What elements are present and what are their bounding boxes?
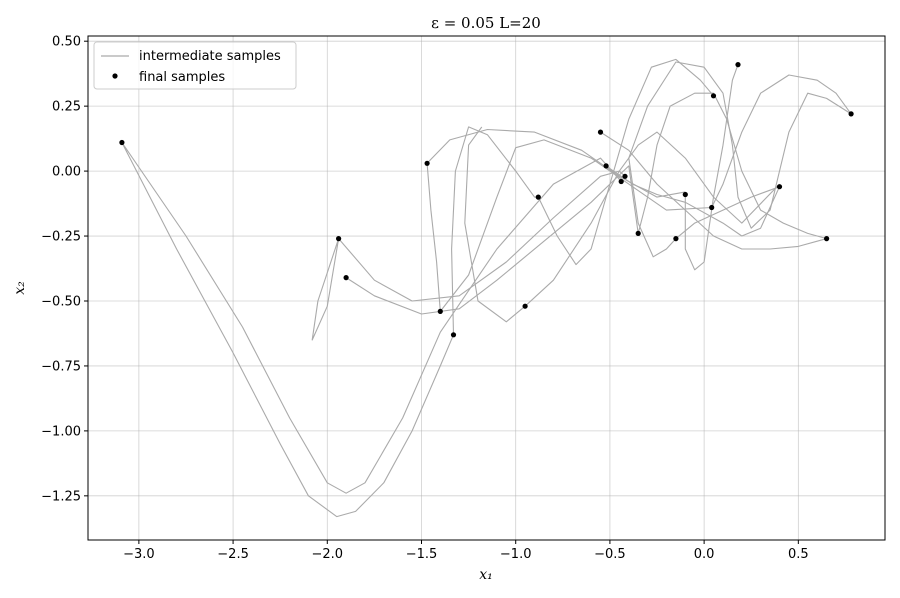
intermediate-sample-path — [684, 64, 739, 271]
intermediate-sample-path — [524, 131, 780, 307]
intermediate-sample-path — [451, 126, 539, 335]
intermediate-sample-path — [637, 92, 827, 240]
intermediate-sample-path — [464, 126, 526, 323]
final-sample-point — [673, 236, 679, 242]
x-axis-label: x₁ — [479, 567, 493, 583]
intermediate-sample-path — [426, 163, 441, 312]
y-tick-label: −1.25 — [41, 489, 81, 504]
final-sample-point — [735, 62, 741, 68]
intermediate-sample-path — [439, 139, 712, 312]
y-tick-label: 0.25 — [52, 100, 81, 115]
y-tick-label: −0.75 — [41, 359, 81, 374]
final-sample-point — [535, 194, 541, 200]
y-tick-label: −0.50 — [41, 294, 81, 309]
y-tick-label: 0.00 — [52, 165, 81, 180]
final-sample-point — [710, 93, 717, 99]
plot-frame — [87, 35, 886, 541]
final-sample-point — [709, 204, 715, 211]
final-sample-point — [622, 173, 628, 179]
intermediate-sample-path — [537, 58, 714, 266]
intermediate-sample-path — [121, 142, 455, 518]
legend-marker-swatch — [112, 73, 118, 79]
legend: intermediate samples final samples — [93, 41, 297, 90]
chart-title: ε = 0.05 L=20 — [431, 14, 541, 32]
intermediate-sample-path — [600, 131, 827, 250]
final-sample-point — [848, 111, 854, 117]
final-sample-point — [522, 303, 528, 309]
intermediate-sample-path — [605, 165, 781, 237]
intermediate-sample-path — [121, 142, 622, 494]
intermediate-sample-path — [311, 238, 340, 341]
grid — [88, 36, 885, 540]
y-tick-label: −0.25 — [41, 230, 81, 245]
x-tick-label: −2.5 — [217, 547, 249, 562]
final-sample-point — [437, 308, 443, 314]
intermediate-sample-path — [628, 61, 852, 258]
final-sample-point — [424, 160, 430, 166]
final-sample-points — [119, 62, 854, 338]
x-tick-label: −1.0 — [500, 547, 532, 562]
legend-box — [93, 41, 297, 90]
final-sample-point — [776, 184, 783, 190]
intermediate-sample-path — [426, 128, 686, 198]
final-sample-point — [682, 191, 688, 198]
final-sample-point — [635, 230, 641, 236]
x-tick-label: −1.5 — [406, 547, 438, 562]
final-sample-point — [119, 139, 125, 146]
x-tick-label: 0.0 — [694, 547, 715, 562]
final-sample-point — [450, 332, 457, 338]
intermediate-sample-path — [345, 165, 639, 315]
legend-label-intermediate: intermediate samples — [139, 49, 281, 64]
final-sample-point — [603, 163, 609, 169]
y-axis-ticks: −1.25 −1.00 −0.75 −0.50 −0.25 0.00 0.25 0.50 — [41, 35, 88, 504]
final-sample-point — [824, 236, 830, 242]
final-sample-point — [597, 129, 604, 135]
x-tick-label: −3.0 — [123, 547, 155, 562]
y-axis-label: x₂ — [12, 281, 28, 295]
x-tick-label: −2.0 — [311, 547, 343, 562]
x-tick-label: 0.5 — [788, 547, 809, 562]
intermediate-sample-lines — [121, 58, 852, 518]
y-tick-label: −1.00 — [41, 424, 81, 439]
final-sample-point — [618, 178, 624, 185]
x-axis-ticks: −3.0 −2.5 −2.0 −1.5 −1.0 −0.5 0.0 0.5 — [123, 540, 809, 562]
intermediate-sample-path — [711, 74, 852, 208]
y-tick-label: 0.50 — [52, 35, 81, 50]
x-tick-label: −0.5 — [594, 547, 626, 562]
legend-label-final: final samples — [139, 70, 225, 85]
final-sample-point — [336, 236, 342, 242]
intermediate-sample-path — [675, 186, 780, 240]
final-sample-point — [343, 275, 349, 281]
